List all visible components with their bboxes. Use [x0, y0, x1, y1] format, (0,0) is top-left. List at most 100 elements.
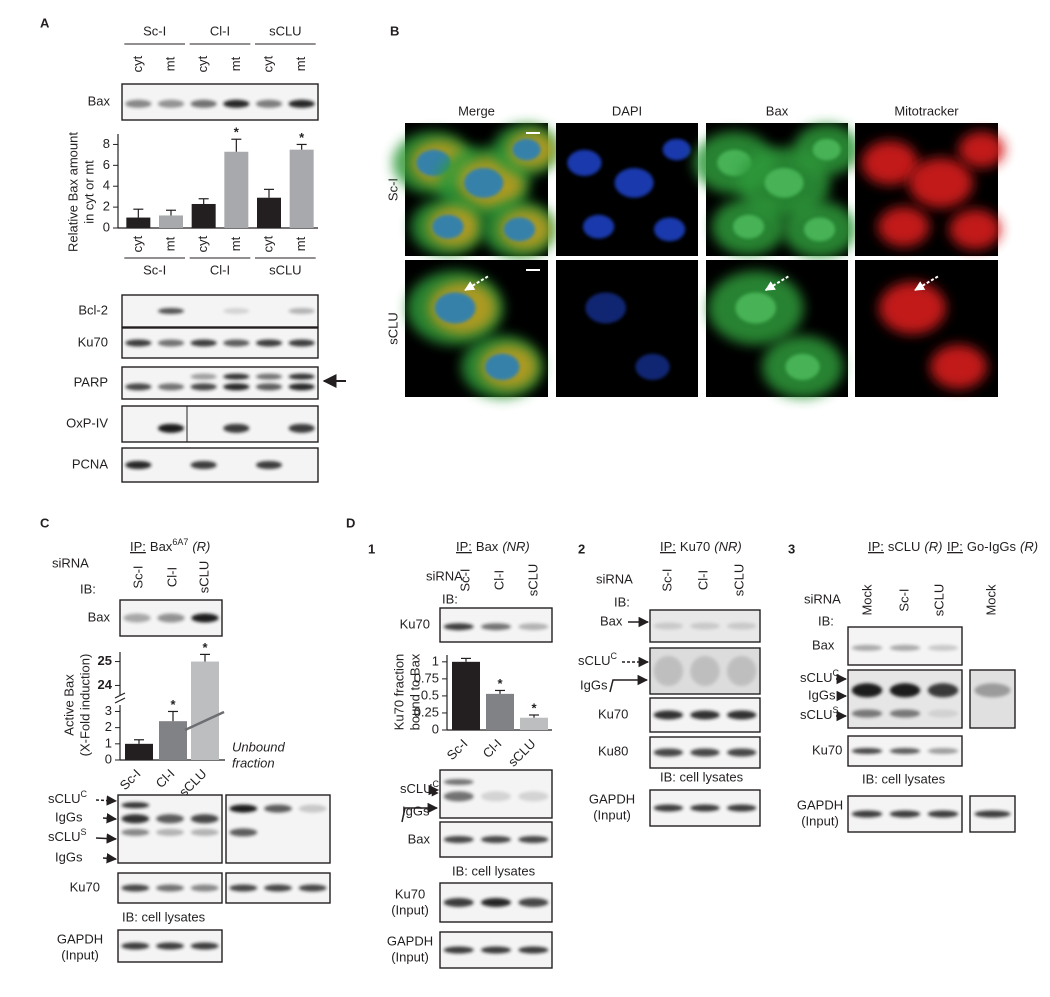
blot-band	[255, 99, 283, 108]
cell-nucleus	[735, 292, 777, 324]
y-axis-label: (X-Fold induction)	[77, 654, 92, 757]
blot-band	[121, 814, 150, 824]
x-tick-label: cyt	[260, 235, 275, 252]
blot-band	[125, 461, 152, 469]
lane-label: cyt	[130, 55, 145, 72]
cell-nucleus	[662, 138, 691, 161]
blot-band	[889, 810, 921, 818]
ip-suffix: (NR)	[714, 539, 741, 554]
blot-band	[690, 804, 720, 812]
ip-prefix: IP:	[868, 539, 884, 554]
ib-label: IB:	[614, 594, 630, 609]
cell-nucleus	[582, 214, 615, 239]
subpanel-number: 3	[788, 541, 795, 556]
blot-label: (Input)	[593, 807, 631, 822]
ib-label: IB:	[80, 581, 96, 596]
blot-band	[974, 810, 1011, 818]
blot	[121, 366, 319, 400]
micrograph	[556, 260, 698, 397]
blot-label: Ku70	[70, 879, 100, 894]
panel-label: D	[346, 515, 355, 530]
trend-line	[184, 710, 225, 732]
blot-band	[298, 884, 327, 892]
x-tick-label: mt	[228, 236, 243, 251]
blot-band	[157, 308, 185, 314]
cell-mitochondria	[879, 281, 946, 334]
lane-label: Cl-I	[491, 570, 506, 590]
sirna-label: siRNA	[804, 591, 841, 606]
blot-band	[443, 791, 474, 802]
blot-band	[653, 710, 683, 720]
lane-label: Sc-I	[659, 568, 674, 591]
arrow	[401, 802, 439, 823]
ip-prefix: IP:	[130, 539, 146, 554]
blot-band	[223, 383, 250, 391]
y-axis-label: Ku70 fraction	[391, 654, 406, 731]
group-label: Cl-I	[210, 23, 230, 38]
blot-band	[518, 898, 549, 907]
blot-band	[690, 710, 720, 720]
y-tick-label: 1	[105, 735, 112, 750]
blot-band	[927, 810, 959, 818]
blot-band	[851, 644, 883, 651]
blot-band	[481, 946, 511, 954]
lane-label: cyt	[195, 55, 210, 72]
arrow	[609, 674, 649, 693]
panel-label: A	[40, 15, 50, 30]
y-tick-label: 2	[103, 199, 110, 214]
label-superscript: S	[81, 827, 87, 837]
blot	[121, 327, 319, 359]
cell-nucleus	[503, 217, 536, 242]
blot	[121, 294, 319, 328]
y-tick-label: 4	[103, 178, 110, 193]
cell-nucleus	[635, 353, 670, 380]
ib-label: IB:	[818, 613, 834, 628]
blot-band	[889, 683, 921, 698]
blot-band	[889, 748, 921, 754]
blot-band	[156, 814, 184, 824]
blot-band	[518, 836, 549, 843]
band-label: sCLUS	[48, 827, 87, 844]
blot-band	[481, 791, 511, 802]
blot	[121, 83, 319, 121]
sirna-label: siRNA	[596, 571, 633, 586]
ip-suffix: (R)	[924, 539, 942, 554]
blot	[121, 405, 319, 443]
blot-band	[653, 656, 683, 686]
blot-label: Ku70	[395, 886, 425, 901]
blot-band	[223, 99, 250, 108]
cell-nucleus	[653, 217, 686, 242]
unbound-label: Unbound	[232, 739, 286, 754]
blot-band	[190, 814, 219, 824]
x-tick-label: cyt	[130, 235, 145, 252]
ib-label: IB: cell lysates	[452, 863, 536, 878]
label-base: sCLU	[578, 653, 611, 668]
label-superscript: C	[81, 789, 88, 799]
blot-band	[653, 804, 683, 812]
bar	[159, 721, 187, 760]
lane-label: sCLU	[731, 564, 746, 597]
blot-label: Bax	[812, 637, 835, 652]
cell-nucleus	[434, 292, 476, 324]
blot-band	[481, 836, 511, 843]
blot-band	[653, 748, 683, 757]
blot-label: (Input)	[61, 947, 99, 962]
blot-label: Ku70	[812, 742, 842, 757]
cell-mitochondria	[949, 209, 1001, 250]
cell-mitochondria	[908, 157, 973, 208]
blot-label: Bax	[88, 609, 111, 624]
blot-band	[223, 308, 250, 314]
blot-band	[190, 884, 219, 892]
blot-band	[255, 339, 283, 347]
blot-band	[229, 804, 258, 813]
blot-band	[190, 99, 217, 108]
ip-target: Ku70	[680, 539, 710, 554]
arrow	[102, 813, 118, 824]
blot-band	[653, 622, 683, 630]
lane-label: Sc-I	[896, 588, 911, 611]
bar	[452, 661, 480, 730]
panel-label: B	[390, 23, 399, 38]
blot-label: Ku70	[78, 334, 108, 349]
unbound-label: fraction	[232, 755, 275, 770]
